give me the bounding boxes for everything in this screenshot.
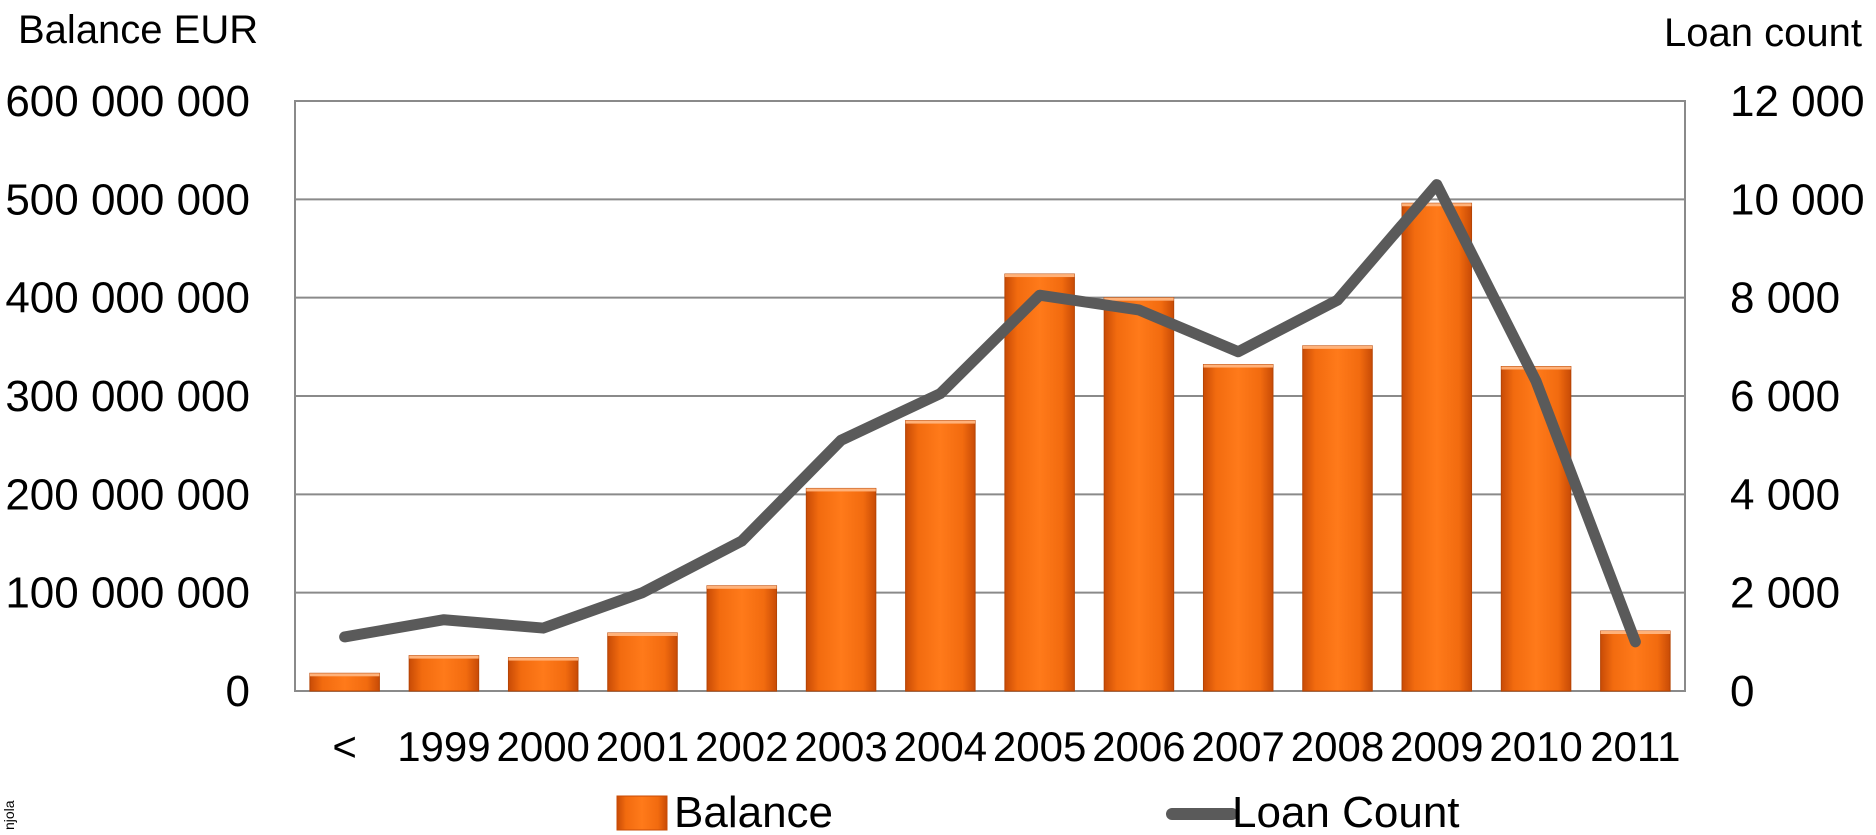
- bar-balance-6: [905, 420, 976, 692]
- category-label: 2005: [993, 723, 1086, 770]
- left-tick-label: 300 000 000: [5, 372, 250, 421]
- category-label: 2008: [1291, 723, 1384, 770]
- category-label: 2007: [1191, 723, 1284, 770]
- left-axis-ticks: 0 100 000 000 200 000 000 300 000 000 400 00…: [5, 77, 250, 716]
- bar-highlight: [1302, 345, 1373, 349]
- category-label: 2004: [894, 723, 987, 770]
- left-tick-label: 0: [226, 667, 250, 716]
- right-tick-label: 12 000: [1730, 77, 1865, 126]
- category-label: 2009: [1390, 723, 1483, 770]
- category-label: 2006: [1092, 723, 1185, 770]
- bar-highlight: [707, 585, 777, 589]
- bar-balance-8: [1103, 297, 1175, 692]
- bar-balance-9: [1202, 364, 1274, 692]
- left-tick-label: 500 000 000: [5, 175, 250, 224]
- bar-highlight: [309, 673, 380, 677]
- category-label: <: [332, 723, 357, 770]
- bar-balance-3: [607, 632, 678, 692]
- bar-highlight: [409, 655, 479, 659]
- bar-highlight: [1501, 366, 1571, 370]
- left-tick-label: 100 000 000: [5, 569, 250, 618]
- balance-bars: [309, 202, 1671, 692]
- category-label: 2003: [794, 723, 887, 770]
- legend-swatch-balance: [616, 795, 668, 831]
- category-axis-labels: <1999 2000 2001 2002 2003 2004 2005 2006 2007 200…: [332, 723, 1680, 770]
- category-label: 2010: [1489, 723, 1582, 770]
- bar-balance-2: [507, 657, 579, 692]
- left-tick-label: 200 000 000: [5, 470, 250, 519]
- bar-balance-4: [706, 585, 778, 692]
- bar-highlight: [1004, 274, 1075, 278]
- bar-highlight: [607, 632, 678, 636]
- category-label: 2002: [695, 723, 788, 770]
- legend-label-balance: Balance: [674, 788, 833, 835]
- left-axis-title: Balance EUR: [18, 8, 258, 52]
- bar-highlight: [905, 420, 976, 424]
- right-axis-title: Loan count: [1664, 11, 1862, 55]
- right-tick-label: 6 000: [1730, 372, 1840, 421]
- bar-balance-11: [1401, 202, 1473, 692]
- left-tick-label: 600 000 000: [5, 77, 250, 126]
- right-tick-label: 10 000: [1730, 175, 1865, 224]
- legend-label-loan-count: Loan Count: [1232, 788, 1460, 835]
- category-label: 2001: [596, 723, 689, 770]
- category-label: 2000: [496, 723, 589, 770]
- bar-highlight: [1203, 364, 1273, 368]
- right-tick-label: 0: [1730, 667, 1754, 716]
- bar-highlight: [1402, 203, 1472, 207]
- loan-count-polyline: [339, 179, 1641, 648]
- right-tick-label: 4 000: [1730, 470, 1840, 519]
- bar-balance-7: [1004, 273, 1075, 692]
- right-tick-label: 2 000: [1730, 569, 1840, 618]
- legend: Balance Loan Count: [616, 788, 1460, 835]
- left-tick-label: 400 000 000: [5, 274, 250, 323]
- bar-balance-1: [408, 655, 480, 692]
- side-note-text: njola: [1, 800, 17, 830]
- bar-highlight: [806, 488, 876, 492]
- category-label: 1999: [397, 723, 490, 770]
- bar-highlight: [508, 657, 578, 661]
- loan-count-line: [339, 179, 1641, 648]
- bar-balance-12: [1500, 366, 1572, 692]
- right-axis-ticks: 0 2 000 4 000 6 000 8 000 10 000 12 000: [1730, 77, 1865, 716]
- category-label: 2011: [1590, 723, 1680, 770]
- bar-balance-5: [805, 487, 877, 692]
- right-tick-label: 8 000: [1730, 274, 1840, 323]
- plot-area-frame: [294, 100, 1686, 692]
- bar-highlight: [1104, 297, 1174, 301]
- bar-balance-10: [1302, 345, 1373, 692]
